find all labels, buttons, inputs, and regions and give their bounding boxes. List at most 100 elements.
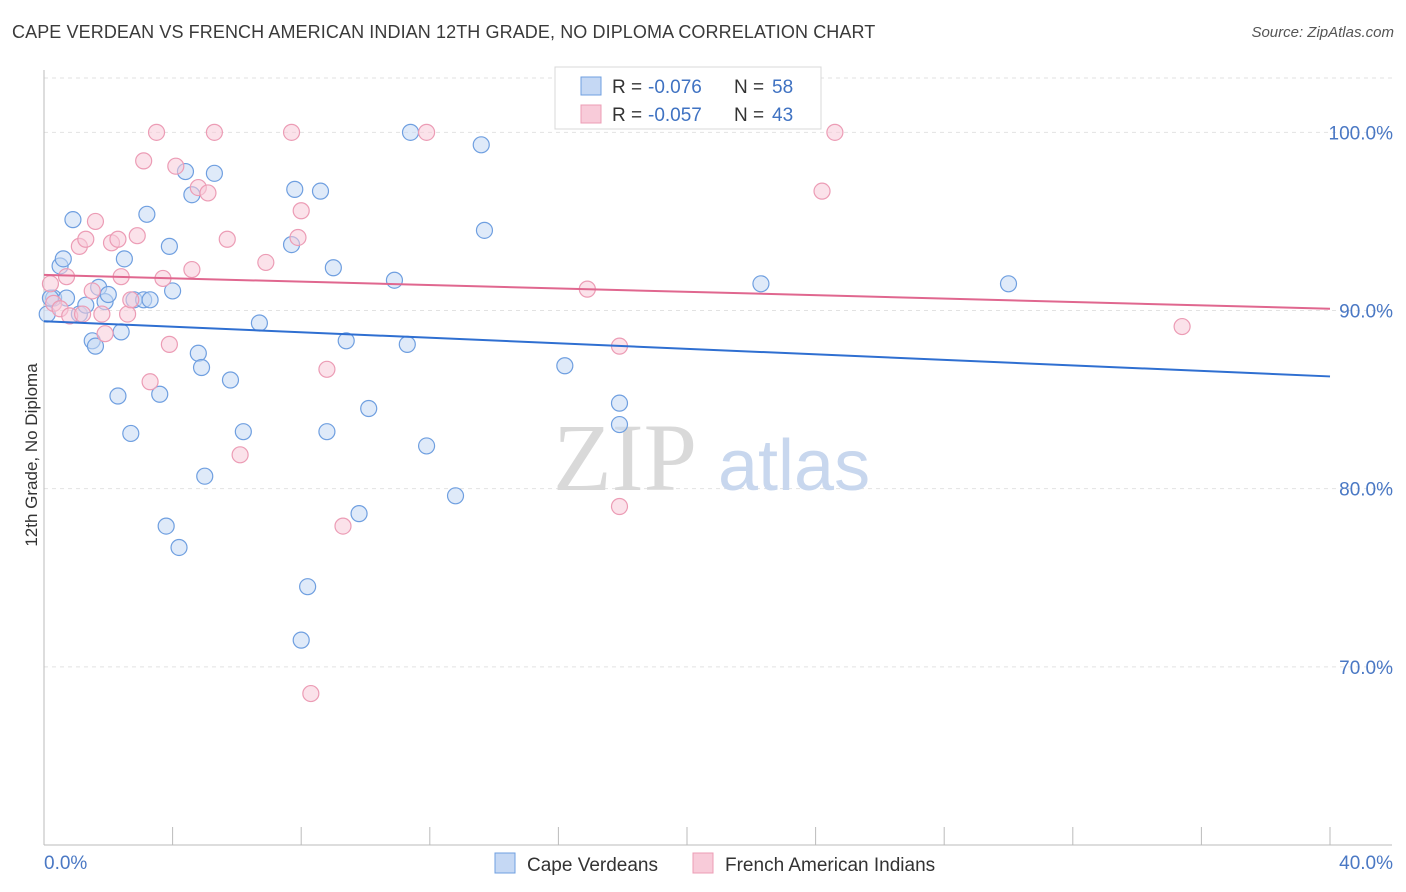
- x-tick-label: 40.0%: [1339, 853, 1393, 874]
- legend-series-label: Cape Verdeans: [527, 855, 658, 876]
- legend-n-value: 43: [772, 105, 793, 126]
- legend-n-label: N =: [734, 105, 764, 126]
- legend-stats: R = -0.076 N = 58 R = -0.057 N = 43: [554, 66, 822, 130]
- point-french-american-indians: [289, 228, 307, 247]
- point-french-american-indians: [86, 212, 105, 231]
- point-french-american-indians: [205, 123, 223, 141]
- point-french-american-indians: [813, 182, 831, 200]
- point-cape-verdeans: [164, 282, 182, 300]
- legend-swatch: [580, 76, 602, 96]
- point-french-american-indians: [122, 291, 140, 309]
- point-cape-verdeans: [109, 387, 127, 405]
- x-tick-label: 0.0%: [44, 853, 87, 874]
- point-cape-verdeans: [250, 314, 269, 332]
- legend-series-label: French American Indians: [725, 855, 935, 876]
- trend-lines: [43, 273, 1331, 378]
- y-tick-label: 80.0%: [1339, 480, 1393, 501]
- y-axis-label: 12th Grade, No Diploma: [22, 363, 41, 547]
- point-french-american-indians: [318, 360, 336, 378]
- watermark-atlas: atlas: [718, 426, 870, 506]
- point-cape-verdeans: [157, 517, 175, 535]
- point-cape-verdeans: [446, 487, 465, 505]
- point-french-american-indians: [183, 260, 201, 279]
- point-cape-verdeans: [64, 211, 82, 229]
- point-cape-verdeans: [610, 394, 629, 412]
- point-cape-verdeans: [337, 332, 355, 350]
- y-tick-label: 100.0%: [1329, 123, 1394, 144]
- point-french-american-indians: [199, 184, 217, 202]
- legend-r-label: R =: [612, 77, 642, 98]
- point-french-american-indians: [135, 152, 153, 170]
- point-french-american-indians: [73, 305, 92, 323]
- point-cape-verdeans: [86, 337, 105, 355]
- point-cape-verdeans: [318, 423, 336, 441]
- point-cape-verdeans: [205, 164, 223, 182]
- point-french-american-indians: [417, 123, 436, 141]
- legend-swatch: [494, 852, 516, 874]
- watermark: ZIP atlas: [553, 404, 870, 511]
- point-french-american-indians: [257, 253, 275, 272]
- point-french-american-indians: [93, 305, 111, 323]
- point-cape-verdeans: [472, 136, 490, 154]
- point-cape-verdeans: [141, 291, 159, 309]
- point-cape-verdeans: [475, 221, 494, 239]
- point-french-american-indians: [109, 230, 127, 248]
- legend-r-value: -0.057: [648, 105, 702, 126]
- source-credit: Source: ZipAtlas.com: [1251, 24, 1394, 41]
- point-cape-verdeans: [99, 285, 117, 304]
- point-french-american-indians: [77, 230, 95, 248]
- data-points: [38, 123, 1191, 703]
- point-french-american-indians: [218, 230, 236, 248]
- point-cape-verdeans: [292, 631, 310, 649]
- point-cape-verdeans: [138, 205, 156, 223]
- point-cape-verdeans: [286, 180, 304, 198]
- point-french-american-indians: [826, 123, 844, 141]
- point-cape-verdeans: [151, 385, 169, 403]
- point-cape-verdeans: [122, 424, 140, 443]
- legend-r-value: -0.076: [648, 77, 702, 98]
- point-cape-verdeans: [752, 275, 770, 293]
- point-french-american-indians: [302, 684, 320, 703]
- y-tick-label: 90.0%: [1339, 302, 1393, 323]
- y-tick-label: 70.0%: [1339, 658, 1393, 679]
- point-cape-verdeans: [170, 538, 188, 557]
- point-cape-verdeans: [192, 358, 211, 377]
- point-cape-verdeans: [112, 323, 130, 341]
- legend-series: Cape Verdeans French American Indians: [494, 852, 935, 876]
- legend-swatch: [580, 104, 602, 124]
- legend-r-label: R =: [612, 105, 642, 126]
- point-french-american-indians: [292, 202, 310, 220]
- point-french-american-indians: [141, 373, 159, 391]
- point-cape-verdeans: [999, 275, 1018, 293]
- point-french-american-indians: [334, 517, 352, 535]
- trend-line-cape-verdeans: [43, 320, 1331, 378]
- legend-swatch: [692, 852, 714, 874]
- point-french-american-indians: [118, 305, 137, 323]
- point-cape-verdeans: [299, 578, 317, 596]
- point-french-american-indians: [231, 446, 249, 464]
- point-cape-verdeans: [234, 423, 252, 441]
- point-french-american-indians: [282, 123, 301, 141]
- point-cape-verdeans: [189, 344, 207, 362]
- chart-title: CAPE VERDEAN VS FRENCH AMERICAN INDIAN 1…: [12, 22, 876, 42]
- point-cape-verdeans: [160, 237, 178, 255]
- point-cape-verdeans: [610, 415, 629, 434]
- point-french-american-indians: [96, 325, 114, 343]
- point-french-american-indians: [610, 497, 629, 516]
- point-cape-verdeans: [401, 123, 420, 141]
- legend-n-label: N =: [734, 77, 764, 98]
- point-cape-verdeans: [360, 399, 378, 418]
- tick-labels: 70.0% 80.0% 90.0% 100.0% 0.0% 40.0%: [44, 123, 1393, 874]
- point-french-american-indians: [160, 335, 178, 353]
- point-french-american-indians: [57, 268, 76, 286]
- point-french-american-indians: [167, 157, 185, 175]
- point-french-american-indians: [1173, 317, 1191, 336]
- point-french-american-indians: [41, 275, 60, 293]
- point-cape-verdeans: [556, 357, 574, 375]
- point-cape-verdeans: [385, 271, 404, 289]
- grid-lines: [44, 77, 1392, 668]
- point-cape-verdeans: [221, 371, 240, 389]
- point-cape-verdeans: [311, 182, 330, 200]
- point-french-american-indians: [128, 227, 146, 245]
